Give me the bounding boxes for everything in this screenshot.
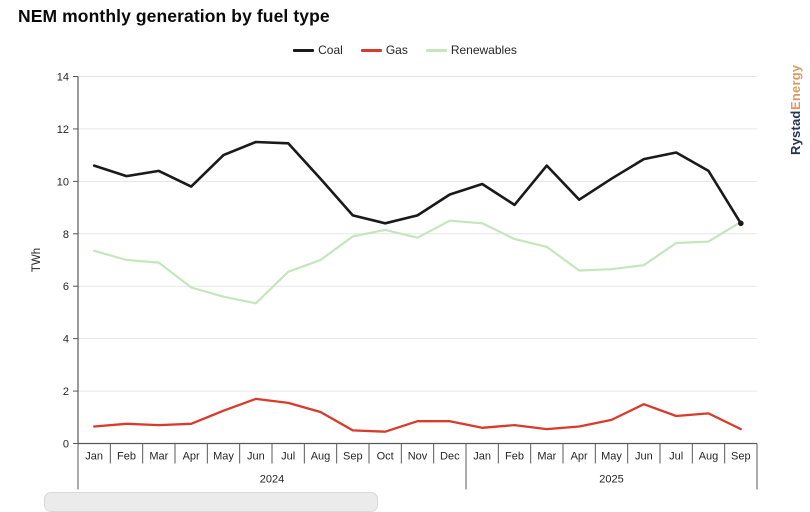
legend-item-renewables: Renewables	[425, 43, 517, 57]
x-tick-label: Aug	[311, 451, 331, 463]
x-tick-label: Feb	[505, 451, 524, 463]
legend-label-gas: Gas	[385, 43, 408, 57]
x-tick-label: Aug	[699, 451, 719, 463]
line-chart: 0 2 4 6 8 10 12 14 Jan Feb Mar Apr May Jun Jul Aug Sep Oc…	[31, 72, 758, 490]
x-tick-label: Jan	[85, 451, 103, 463]
y-tick-label: 14	[57, 72, 69, 84]
x-tick-label: Sep	[731, 451, 751, 463]
legend-line-swatch-renewables	[425, 48, 447, 52]
year-label: 2025	[599, 474, 623, 486]
page-title: NEM monthly generation by fuel type	[18, 6, 330, 26]
y-axis-title: TWh	[31, 248, 43, 272]
legend-label-renewables: Renewables	[450, 43, 517, 57]
x-tick-label: Sep	[343, 451, 363, 463]
y-tick-label: 12	[57, 124, 69, 136]
series-end-marker-coal	[738, 220, 744, 227]
legend-line-swatch-gas	[360, 48, 382, 52]
legend-line-swatch-coal	[293, 48, 315, 52]
legend-item-coal: Coal	[293, 43, 343, 57]
x-tick-label: Jan	[473, 451, 491, 463]
x-tick-label: May	[601, 451, 622, 463]
y-tick-label: 6	[63, 281, 69, 293]
cropped-overlay-box	[44, 492, 378, 512]
series-line-gas	[93, 397, 742, 433]
x-tick-label: Jul	[669, 451, 683, 463]
x-tick-label: Apr	[571, 451, 588, 463]
legend-item-gas: Gas	[360, 43, 408, 57]
x-tick-label: Dec	[440, 451, 460, 463]
chart-legend: Coal Gas Renewables	[0, 43, 810, 57]
y-tick-label: 2	[63, 386, 69, 398]
y-tick-label: 8	[63, 229, 69, 241]
x-tick-label: Oct	[377, 451, 394, 463]
year-label: 2024	[260, 474, 284, 486]
series-line-renewables	[93, 219, 742, 305]
y-tick-label: 10	[57, 176, 69, 188]
x-tick-label: May	[213, 451, 234, 463]
x-tick-label: Mar	[537, 451, 556, 463]
x-tick-label: Jun	[635, 451, 653, 463]
chart-card: NEM monthly generation by fuel type Coal…	[0, 6, 810, 512]
x-tick-label: Apr	[183, 451, 200, 463]
x-tick-label: Feb	[117, 451, 136, 463]
legend-label-coal: Coal	[318, 43, 343, 57]
x-tick-label: Jul	[281, 451, 295, 463]
x-tick-label: Jun	[247, 451, 265, 463]
y-tick-label: 4	[63, 334, 69, 346]
y-tick-label: 0	[63, 439, 69, 451]
x-tick-label: Mar	[149, 451, 168, 463]
x-tick-label: Nov	[408, 451, 428, 463]
series-line-coal	[92, 140, 743, 225]
